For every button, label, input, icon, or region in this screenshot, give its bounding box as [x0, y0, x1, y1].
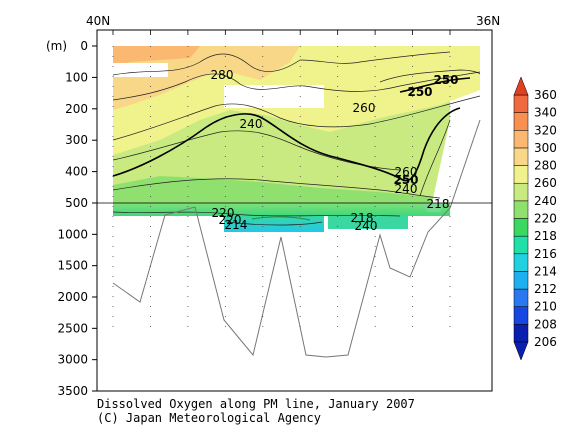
- colorbar-label: 340: [534, 106, 557, 120]
- colorbar-label: 218: [534, 229, 557, 243]
- contour-label: 218: [427, 197, 450, 211]
- contour-label: 218: [351, 211, 374, 225]
- contour-label: 214: [225, 218, 248, 232]
- colorbar-label: 240: [534, 194, 557, 208]
- colorbar-swatch: [513, 94, 529, 113]
- colorbar-label: 210: [534, 300, 557, 314]
- colorbar-label: 206: [534, 335, 557, 349]
- contour-label: 260: [353, 101, 376, 115]
- colorbar-label: 220: [534, 212, 557, 226]
- colorbar-swatch: [513, 306, 529, 325]
- y-tick-label: 2000: [57, 290, 88, 304]
- y-tick-label: 300: [65, 133, 88, 147]
- colorbar-label: 214: [534, 264, 557, 278]
- y-tick-label: 2500: [57, 321, 88, 335]
- x-start-label: 40N: [86, 14, 110, 28]
- y-tick-label: 1000: [57, 227, 88, 241]
- contour-label: 220: [212, 206, 235, 220]
- colorbar-label: 300: [534, 141, 557, 155]
- colorbar-swatch: [513, 235, 529, 255]
- colorbar-label: 208: [534, 317, 557, 331]
- lower-field: [112, 203, 450, 232]
- colorbar-swatch: [513, 271, 529, 290]
- colorbar-label: 212: [534, 282, 557, 296]
- y-unit-label: (m): [46, 39, 67, 53]
- colorbar-label: 260: [534, 176, 557, 190]
- colorbar-label: 216: [534, 247, 557, 261]
- contour-label: 280: [211, 68, 234, 82]
- colorbar-swatch: [513, 253, 529, 272]
- y-tick-label: 3500: [57, 384, 88, 398]
- chart-title: Dissolved Oxygen along PM line, January …: [97, 397, 415, 411]
- y-tick-label: 0: [80, 39, 88, 53]
- contour-label: 250: [407, 85, 432, 99]
- x-end-label: 36N: [476, 14, 500, 28]
- contour-label: 250: [393, 173, 418, 187]
- colorbar-swatch: [513, 182, 529, 202]
- contour-label: 240: [395, 182, 418, 196]
- colorbar-swatch: [513, 200, 529, 219]
- colorbar-min-arrow: [513, 341, 529, 361]
- colorbar-swatch: [513, 130, 529, 149]
- colorbar-swatch: [513, 288, 529, 307]
- y-tick-label: 200: [65, 102, 88, 116]
- colorbar-swatch: [513, 165, 529, 184]
- colorbar: 206 208 210 212 214 216 218 220 240 260 280 300 320 3…: [513, 76, 557, 361]
- colorbar-label: 280: [534, 159, 557, 173]
- colorbar-swatch: [513, 324, 529, 343]
- contour-label: 240: [240, 117, 263, 131]
- y-tick-label: 1500: [57, 259, 88, 273]
- colorbar-label: 360: [534, 88, 557, 102]
- upper-field: [112, 46, 485, 203]
- station-columns: [112, 30, 451, 330]
- contour-label: 240: [355, 219, 378, 233]
- contour-label: 220: [219, 213, 242, 227]
- colorbar-swatch: [513, 218, 529, 237]
- y-tick-label: 100: [65, 70, 88, 84]
- colorbar-swatch: [513, 112, 529, 131]
- contour-label: 260: [395, 165, 418, 179]
- y-tick-label: 500: [65, 196, 88, 210]
- contour-label: 250: [433, 73, 458, 87]
- y-tick-label: 400: [65, 165, 88, 179]
- y-tick-label: 3000: [57, 353, 88, 367]
- colorbar-max-arrow: [513, 76, 529, 96]
- y-axis: 0 100 200 300 400 500 1000 1500 2000 2500 3000 3500: [57, 39, 97, 398]
- colorbar-swatch: [513, 147, 529, 166]
- bottom-topography: [112, 119, 481, 358]
- colorbar-label: 320: [534, 123, 557, 137]
- credit-text: (C) Japan Meteorological Agency: [97, 411, 321, 425]
